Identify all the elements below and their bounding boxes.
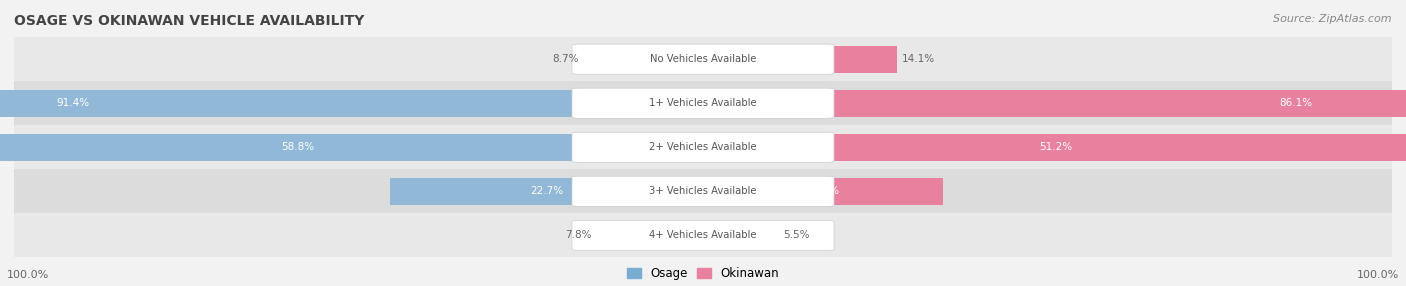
Bar	[703, 45, 897, 73]
Text: 91.4%: 91.4%	[56, 98, 90, 108]
Bar	[391, 178, 703, 205]
FancyBboxPatch shape	[572, 88, 834, 118]
Text: 3+ Vehicles Available: 3+ Vehicles Available	[650, 186, 756, 196]
FancyBboxPatch shape	[572, 132, 834, 162]
Bar	[14, 81, 1392, 125]
Bar	[14, 37, 1392, 81]
Text: 7.8%: 7.8%	[565, 231, 592, 240]
Text: Source: ZipAtlas.com: Source: ZipAtlas.com	[1274, 14, 1392, 24]
Text: 86.1%: 86.1%	[1279, 98, 1313, 108]
Text: 100.0%: 100.0%	[7, 270, 49, 279]
Text: OSAGE VS OKINAWAN VEHICLE AVAILABILITY: OSAGE VS OKINAWAN VEHICLE AVAILABILITY	[14, 14, 364, 28]
Bar	[14, 125, 1392, 169]
Text: 14.1%: 14.1%	[901, 54, 935, 64]
Bar	[0, 134, 703, 161]
Bar	[703, 178, 943, 205]
Bar	[14, 169, 1392, 213]
Text: 100.0%: 100.0%	[1357, 270, 1399, 279]
Text: 51.2%: 51.2%	[1039, 142, 1073, 152]
Text: 58.8%: 58.8%	[281, 142, 315, 152]
FancyBboxPatch shape	[572, 220, 834, 251]
Legend: Osage, Okinawan: Osage, Okinawan	[627, 267, 779, 280]
FancyBboxPatch shape	[572, 176, 834, 206]
Text: 1+ Vehicles Available: 1+ Vehicles Available	[650, 98, 756, 108]
Text: 2+ Vehicles Available: 2+ Vehicles Available	[650, 142, 756, 152]
Text: No Vehicles Available: No Vehicles Available	[650, 54, 756, 64]
Bar	[703, 134, 1406, 161]
FancyBboxPatch shape	[572, 44, 834, 74]
Bar	[703, 222, 779, 249]
Bar	[583, 45, 703, 73]
Bar	[0, 90, 703, 117]
Bar	[703, 90, 1406, 117]
Text: 22.7%: 22.7%	[530, 186, 564, 196]
Text: 8.7%: 8.7%	[553, 54, 579, 64]
Text: 17.4%: 17.4%	[806, 186, 839, 196]
Text: 5.5%: 5.5%	[783, 231, 810, 240]
Bar	[14, 213, 1392, 257]
Text: 4+ Vehicles Available: 4+ Vehicles Available	[650, 231, 756, 240]
Bar	[596, 222, 703, 249]
